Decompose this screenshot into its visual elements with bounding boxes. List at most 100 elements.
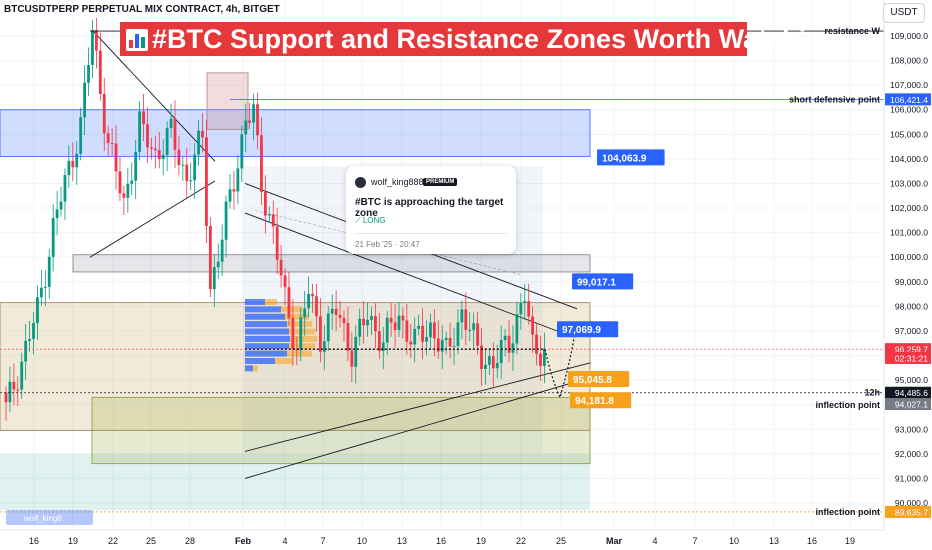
- level-label: short defensive point: [789, 94, 880, 104]
- price-tag-text: 99,017.1: [577, 277, 616, 288]
- level-label: resistance W: [824, 26, 880, 36]
- y-tick-label: 102,000.0: [890, 203, 928, 213]
- idea-direction-label: LONG: [362, 216, 386, 225]
- candle-body: [126, 183, 130, 198]
- candle-body: [94, 30, 98, 51]
- price-tag[interactable]: [557, 321, 619, 338]
- trend-line: [244, 377, 591, 479]
- y-tick-label: 101,000.0: [890, 228, 928, 238]
- candle-body: [425, 337, 428, 342]
- candle-body: [480, 345, 483, 369]
- candle-body: [252, 104, 255, 123]
- candle-body: [51, 218, 55, 257]
- author-name[interactable]: wolf_king888: [371, 177, 424, 187]
- candle-body: [32, 323, 35, 339]
- y-tick-label: 108,000.0: [890, 56, 928, 66]
- axis-price-tag-text: 106,421.4: [890, 95, 928, 105]
- candle-body: [311, 293, 314, 297]
- candle-body: [519, 303, 523, 315]
- volume-profile-bar: [289, 328, 316, 335]
- candle-body: [436, 338, 440, 352]
- idea-timestamp: 21 Feb '25 · 20:47: [355, 240, 420, 249]
- candle-body: [263, 191, 267, 216]
- candle-body: [55, 209, 59, 219]
- candle-body: [468, 329, 472, 331]
- volume-profile-bar: [245, 313, 285, 320]
- candle-body: [452, 346, 456, 348]
- candle-body: [122, 193, 126, 198]
- candle-body: [177, 149, 181, 166]
- candle-body: [157, 150, 161, 159]
- candle-body: [440, 339, 444, 352]
- candle-body: [385, 317, 389, 343]
- volume-profile-bar: [275, 357, 293, 364]
- level-label: inflection point: [816, 507, 881, 517]
- x-tick-label: 28: [185, 536, 195, 546]
- x-tick-label: 19: [476, 536, 486, 546]
- candle-body: [181, 164, 185, 166]
- axis-price-tag-text: 96,259.7: [895, 345, 928, 355]
- candle-body: [138, 111, 142, 152]
- candle-body: [460, 309, 464, 323]
- price-axis[interactable]: [884, 0, 932, 550]
- x-tick-label: 16: [807, 536, 817, 546]
- candle-body: [8, 381, 12, 403]
- price-tag[interactable]: [572, 273, 634, 290]
- volume-profile-bar: [290, 335, 317, 342]
- candle-body: [248, 120, 252, 123]
- candle-body: [12, 381, 16, 390]
- candle-body: [370, 316, 373, 320]
- candle-body: [491, 356, 495, 369]
- candle-body: [531, 316, 535, 335]
- price-tag[interactable]: [568, 370, 630, 387]
- candle-body: [161, 155, 165, 159]
- candle-body: [110, 142, 114, 144]
- candle-body: [487, 356, 491, 365]
- candle-body: [346, 323, 350, 351]
- x-tick-label: 22: [108, 536, 118, 546]
- volume-profile-bar: [245, 328, 289, 335]
- candle-body: [464, 309, 468, 330]
- chart-title: #BTC Support and Resistance Zones Worth …: [152, 24, 840, 54]
- y-tick-label: 105,000.0: [890, 129, 928, 139]
- time-axis[interactable]: [0, 530, 932, 550]
- candle-body: [432, 322, 436, 339]
- candle-body: [342, 317, 346, 324]
- price-tag[interactable]: [597, 149, 665, 166]
- author-avatar[interactable]: [355, 177, 366, 188]
- y-tick-label: 104,000.0: [890, 154, 928, 164]
- trend-line: [92, 30, 216, 162]
- zone-lower-support: [91, 396, 591, 465]
- candle-body: [287, 287, 291, 318]
- candle-body: [36, 297, 39, 324]
- price-tag[interactable]: [570, 392, 632, 409]
- candle-body: [523, 301, 527, 304]
- candle-body: [417, 325, 421, 329]
- candle-body: [374, 316, 377, 332]
- idea-headline[interactable]: #BTC is approaching the target zone: [355, 197, 504, 219]
- x-tick-label: 10: [729, 536, 739, 546]
- x-tick-label: 7: [320, 536, 325, 546]
- candle-body: [205, 137, 208, 227]
- trend-line: [244, 362, 591, 452]
- volume-profile-bar: [289, 343, 316, 350]
- zone-lower-green: [0, 453, 590, 511]
- candle-body: [4, 392, 8, 403]
- candle-body: [75, 153, 79, 168]
- candle-body: [326, 313, 330, 342]
- y-tick-label: 107,000.0: [890, 80, 928, 90]
- zone-upper-resistance: [0, 109, 591, 157]
- candle-body: [193, 154, 197, 181]
- candle-body: [476, 323, 479, 346]
- idea-card[interactable]: wolf_king888 PREMIUM #BTC is approaching…: [346, 166, 516, 254]
- candle-body: [232, 189, 236, 192]
- x-tick-label: 4: [282, 536, 287, 546]
- currency-selector[interactable]: USDT: [883, 3, 925, 23]
- candle-body: [429, 322, 432, 338]
- candle-body: [539, 353, 542, 367]
- candle-body: [150, 147, 153, 149]
- volume-profile-bar: [245, 357, 275, 364]
- candle-body: [260, 135, 263, 192]
- y-tick-label: 106,000.0: [890, 105, 928, 115]
